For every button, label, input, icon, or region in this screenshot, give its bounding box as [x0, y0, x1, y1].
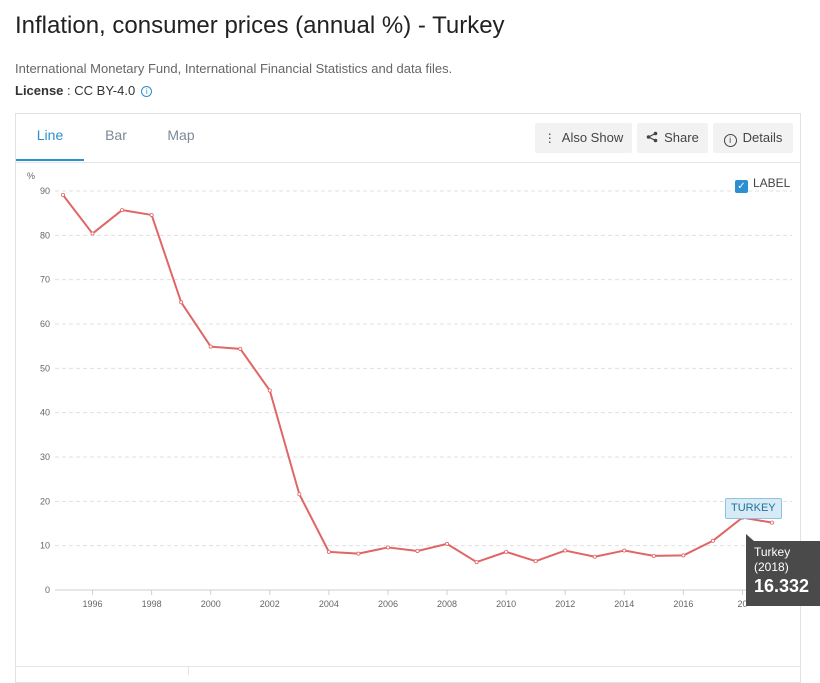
tab-bar: Line Bar Map ⋮ Also Show Share i Details [16, 114, 800, 163]
series-line [62, 194, 773, 564]
y-tick-label: 40 [40, 408, 50, 418]
y-tick-label: 30 [40, 452, 50, 462]
share-icon [646, 123, 658, 153]
page-title: Inflation, consumer prices (annual %) - … [15, 12, 505, 39]
license-line: License : CC BY-4.0 i [15, 83, 153, 98]
data-point [651, 553, 656, 558]
info-circle-icon: i [723, 134, 737, 147]
data-point [356, 551, 361, 556]
data-point [149, 212, 154, 217]
tooltip-name: Turkey [754, 545, 791, 559]
data-point [120, 208, 125, 213]
x-tick-label: 20 [737, 599, 747, 609]
label-toggle[interactable]: ✓ LABEL [735, 176, 790, 193]
chart-card: Line Bar Map ⋮ Also Show Share i Details [15, 113, 801, 683]
data-point [474, 560, 479, 565]
data-point [415, 548, 420, 553]
y-tick-label: 90 [40, 186, 50, 196]
footer-divider [15, 666, 801, 667]
share-button[interactable]: Share [637, 123, 708, 153]
x-tick-label: 1998 [142, 599, 162, 609]
x-tick-label: 2006 [378, 599, 398, 609]
tooltip-value: 16.332 [754, 576, 810, 596]
y-tick-label: 10 [40, 541, 50, 551]
data-point [297, 492, 302, 497]
data-point [208, 344, 213, 349]
x-tick-label: 1996 [83, 599, 103, 609]
x-tick-label: 2002 [260, 599, 280, 609]
data-point [563, 548, 568, 553]
y-tick-label: 70 [40, 275, 50, 285]
also-show-label: Also Show [561, 130, 624, 145]
y-tick-label: 50 [40, 363, 50, 373]
footer-divider-tick [188, 666, 189, 675]
source-text: International Monetary Fund, Internation… [15, 61, 453, 76]
tab-bar-chart[interactable]: Bar [105, 127, 127, 143]
y-tick-label: 60 [40, 319, 50, 329]
tab-map[interactable]: Map [167, 127, 195, 143]
tab-line[interactable]: Line [16, 114, 84, 161]
license-value: : CC BY-4.0 [63, 83, 136, 98]
data-point [770, 520, 775, 525]
data-point [681, 553, 686, 558]
share-label: Share [664, 130, 699, 145]
x-tick-label: 2012 [555, 599, 575, 609]
x-tick-label: 2004 [319, 599, 339, 609]
details-label: Details [742, 130, 783, 145]
data-point [533, 559, 538, 564]
x-tick-label: 2008 [437, 599, 457, 609]
y-tick-label: 20 [40, 496, 50, 506]
y-axis-unit-label: % [27, 171, 35, 181]
series-tag: TURKEY [725, 498, 782, 519]
data-point [179, 300, 184, 305]
data-point [61, 192, 66, 197]
x-tick-label: 2014 [614, 599, 634, 609]
also-show-button[interactable]: ⋮ Also Show [535, 123, 632, 153]
chart-tooltip: Turkey (2018) 16.332 [746, 534, 820, 606]
data-point [710, 538, 715, 543]
data-point [90, 231, 95, 236]
data-point [385, 545, 390, 550]
data-point [445, 541, 450, 546]
label-toggle-text: LABEL [753, 176, 791, 190]
data-point [622, 548, 627, 553]
data-point [238, 346, 243, 351]
data-point [326, 549, 331, 554]
checkbox-checked-icon[interactable]: ✓ [735, 180, 748, 193]
x-tick-label: 2016 [673, 599, 693, 609]
info-icon[interactable]: i [141, 86, 153, 97]
x-tick-label: 2000 [201, 599, 221, 609]
tooltip-year: (2018) [754, 560, 789, 574]
y-tick-label: 0 [45, 585, 50, 595]
data-point [267, 388, 272, 393]
details-button[interactable]: i Details [713, 123, 793, 153]
data-point [592, 554, 597, 559]
line-chart: % 0 10 20 30 40 50 60 70 80 90 1996 1998 2000 2002 2004… [27, 171, 792, 609]
license-label: License [15, 83, 64, 98]
more-vertical-icon: ⋮ [543, 131, 556, 145]
x-tick-label: 2010 [496, 599, 516, 609]
y-tick-label: 80 [40, 230, 50, 240]
data-point [504, 549, 509, 554]
